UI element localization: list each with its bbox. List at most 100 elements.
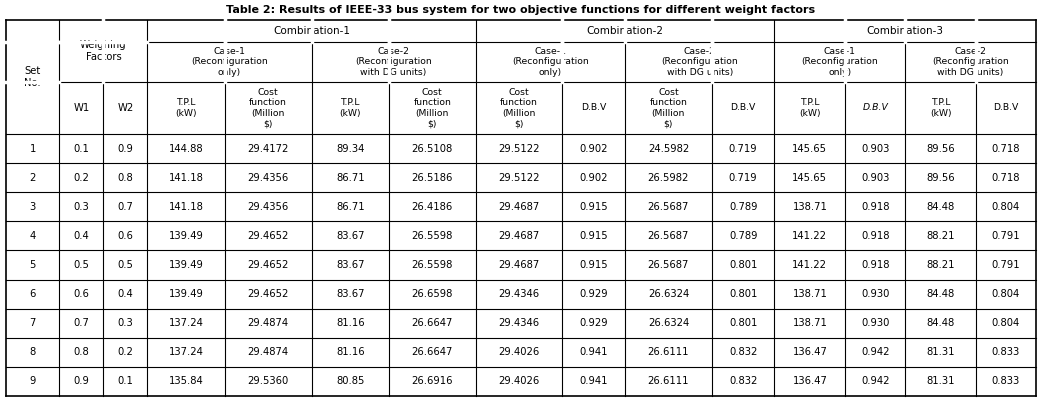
Text: T.P.L
(kW): T.P.L (kW) [799,98,821,118]
Text: 0.942: 0.942 [861,376,890,386]
Text: 0.903: 0.903 [861,173,890,183]
Text: 29.4652: 29.4652 [248,231,289,241]
Text: 26.6647: 26.6647 [412,318,453,328]
Text: 0.918: 0.918 [861,260,890,270]
Text: 0.789: 0.789 [729,231,758,241]
Text: 24.5982: 24.5982 [648,144,689,154]
Text: 26.6324: 26.6324 [648,289,689,299]
Text: 137.24: 137.24 [169,347,203,357]
Text: 5: 5 [29,260,35,270]
Text: 26.5598: 26.5598 [412,231,453,241]
Text: Case-1
(Reconfiguration
only): Case-1 (Reconfiguration only) [512,47,589,77]
Text: 141.22: 141.22 [792,231,827,241]
Text: 26.5982: 26.5982 [648,173,689,183]
Text: 0.4: 0.4 [118,289,133,299]
Text: 0.6: 0.6 [73,289,90,299]
Text: 88.21: 88.21 [926,260,954,270]
Text: 0.789: 0.789 [729,202,758,212]
Text: Cost
function
(Million
$): Cost function (Million $) [414,88,451,128]
Text: 136.47: 136.47 [792,347,827,357]
Text: Cost
function
(Million
$): Cost function (Million $) [500,88,538,128]
Text: 0.3: 0.3 [74,202,90,212]
Text: 0.929: 0.929 [579,318,609,328]
Text: 0.915: 0.915 [579,231,609,241]
Text: 86.71: 86.71 [336,202,365,212]
Text: 29.4687: 29.4687 [498,260,540,270]
Text: D.B.V: D.B.V [863,104,888,112]
Text: 26.5687: 26.5687 [648,231,689,241]
Text: 0.5: 0.5 [118,260,133,270]
Text: 0.832: 0.832 [729,376,758,386]
Text: 26.6111: 26.6111 [648,347,689,357]
Text: W2: W2 [118,103,133,113]
Text: 81.31: 81.31 [926,376,954,386]
Text: 145.65: 145.65 [792,173,827,183]
Text: 0.718: 0.718 [992,173,1020,183]
Text: 0.1: 0.1 [118,376,133,386]
Text: 29.4874: 29.4874 [248,347,289,357]
Text: 136.47: 136.47 [792,376,827,386]
Text: 137.24: 137.24 [169,318,203,328]
Text: 0.8: 0.8 [74,347,90,357]
Text: 0.7: 0.7 [73,318,90,328]
Text: 141.22: 141.22 [792,260,827,270]
Text: 26.6111: 26.6111 [648,376,689,386]
Text: 0.833: 0.833 [992,376,1020,386]
Text: 139.49: 139.49 [169,260,203,270]
Text: 83.67: 83.67 [336,289,365,299]
Text: 0.6: 0.6 [118,231,133,241]
Text: Combination-1: Combination-1 [273,26,350,36]
Text: 138.71: 138.71 [792,289,827,299]
Text: 29.4687: 29.4687 [498,202,540,212]
Text: 8: 8 [29,347,35,357]
Text: 0.719: 0.719 [728,144,758,154]
Text: 0.801: 0.801 [729,318,758,328]
Text: D.B.V: D.B.V [993,104,1019,112]
Text: 0.918: 0.918 [861,231,890,241]
Text: 6: 6 [29,289,35,299]
Text: 29.4026: 29.4026 [498,376,540,386]
Text: 0.941: 0.941 [579,347,607,357]
Text: 0.902: 0.902 [579,144,607,154]
Text: 0.941: 0.941 [579,376,607,386]
Text: 141.18: 141.18 [169,173,203,183]
Text: 138.71: 138.71 [792,202,827,212]
Text: 29.4172: 29.4172 [248,144,289,154]
Text: W1: W1 [73,103,90,113]
Text: D.B.V: D.B.V [730,104,755,112]
Text: 141.18: 141.18 [169,202,203,212]
Text: Combination-3: Combination-3 [867,26,944,36]
Text: D.B.V: D.B.V [581,104,606,112]
Text: 29.4356: 29.4356 [248,202,289,212]
Text: 0.942: 0.942 [861,347,890,357]
Text: Case-1
(Reconfiguration
only): Case-1 (Reconfiguration only) [801,47,878,77]
Text: 0.804: 0.804 [992,202,1020,212]
Text: 0.929: 0.929 [579,289,609,299]
Text: 26.5687: 26.5687 [648,260,689,270]
Text: Case-2
(Reconfiguration
with DG units): Case-2 (Reconfiguration with DG units) [355,47,432,77]
Text: 0.833: 0.833 [992,347,1020,357]
Text: 81.16: 81.16 [336,318,365,328]
Text: 83.67: 83.67 [336,231,365,241]
Text: Combination-2: Combination-2 [587,26,664,36]
Text: 84.48: 84.48 [926,202,954,212]
Text: 26.5598: 26.5598 [412,260,453,270]
Text: 26.5108: 26.5108 [412,144,453,154]
Text: 26.5186: 26.5186 [412,173,453,183]
Text: 139.49: 139.49 [169,289,203,299]
Text: 0.903: 0.903 [861,144,890,154]
Text: 0.8: 0.8 [118,173,133,183]
Text: 0.7: 0.7 [118,202,133,212]
Text: Weighing
Factors: Weighing Factors [80,40,127,62]
Text: 29.4346: 29.4346 [498,318,540,328]
Text: 29.4874: 29.4874 [248,318,289,328]
Text: 0.1: 0.1 [73,144,90,154]
Text: 0.930: 0.930 [861,289,890,299]
Text: 0.718: 0.718 [992,144,1020,154]
Text: 138.71: 138.71 [792,318,827,328]
Text: 0.791: 0.791 [992,260,1020,270]
Text: 0.918: 0.918 [861,202,890,212]
Text: 0.804: 0.804 [992,289,1020,299]
Text: 0.791: 0.791 [992,231,1020,241]
Text: 0.2: 0.2 [73,173,90,183]
